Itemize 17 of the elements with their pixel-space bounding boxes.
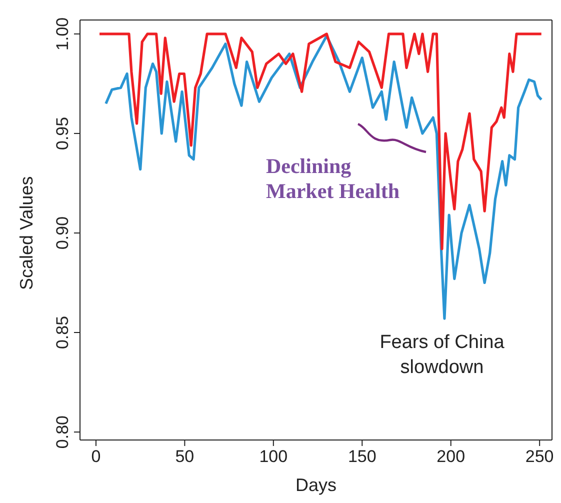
annotation: Declining Market Health (266, 154, 401, 204)
y-tick-label: 0.85 (53, 316, 72, 350)
x-tick-label: 200 (436, 447, 466, 466)
line-series (104, 34, 543, 320)
x-axis-title: Days (295, 475, 337, 495)
x-tick-label: 0 (91, 447, 101, 466)
line-series (98, 32, 543, 250)
x-tick-label: 150 (348, 447, 376, 466)
annotation: Fears of China slowdown (378, 331, 506, 380)
y-axis-title: Scaled Values (16, 176, 36, 290)
y-tick-label: 0.95 (53, 116, 72, 150)
x-tick-label: 50 (175, 447, 194, 466)
y-tick-label: 0.90 (53, 216, 72, 250)
x-tick-label: 100 (259, 447, 288, 466)
x-tick-label: 250 (525, 447, 554, 466)
y-tick-label: 0.80 (53, 415, 72, 449)
y-tick-label: 1.00 (53, 17, 72, 50)
